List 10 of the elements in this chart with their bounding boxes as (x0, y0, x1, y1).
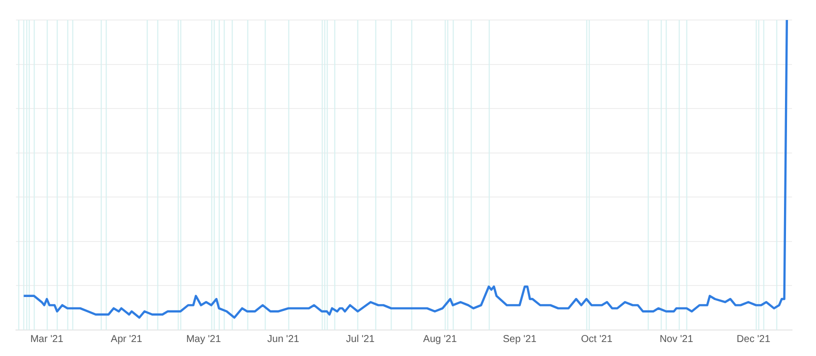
x-tick-label: Sep '21 (502, 334, 537, 345)
x-tick-label: Apr '21 (110, 334, 143, 345)
x-tick-label: Aug '21 (423, 334, 458, 345)
x-tick-label: Mar '21 (30, 334, 64, 345)
x-tick-label: Jul '21 (346, 334, 376, 345)
x-tick-label: Dec '21 (736, 334, 771, 345)
x-tick-label: Oct '21 (581, 334, 613, 345)
x-tick-label: Nov '21 (660, 334, 694, 345)
x-tick-label: Jun '21 (267, 334, 300, 345)
x-tick-label: May '21 (186, 334, 222, 345)
